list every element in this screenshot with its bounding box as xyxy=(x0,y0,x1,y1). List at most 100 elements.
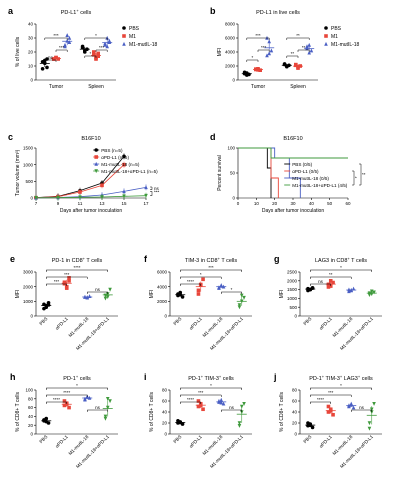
legend-marker xyxy=(94,169,98,174)
data-point xyxy=(96,54,100,58)
data-point xyxy=(305,46,309,51)
significance-label: ns xyxy=(95,405,101,410)
legend-marker xyxy=(94,161,98,166)
x-tick-label: 11 xyxy=(78,201,83,206)
significance-bracket xyxy=(46,269,108,272)
group-label: Spleen xyxy=(290,84,306,90)
panel-letter-e: e xyxy=(10,254,15,264)
data-point xyxy=(310,425,315,430)
data-point xyxy=(67,405,71,410)
y-tick-label: 40 xyxy=(28,414,34,419)
significance-bracket xyxy=(180,401,201,404)
panel-title-d: B16F10 xyxy=(283,136,302,142)
data-point xyxy=(67,276,71,280)
y-tick-label: 6000 xyxy=(157,270,168,275)
y-tick-label: 1000 xyxy=(23,299,34,304)
data-point xyxy=(265,53,269,58)
x-axis-label: Days after tumor inoculation xyxy=(262,208,324,214)
significance-bracket xyxy=(246,37,270,40)
data-point xyxy=(42,302,46,307)
data-point xyxy=(67,35,72,40)
data-point xyxy=(103,414,108,419)
significance-label: **** xyxy=(53,397,60,402)
data-point xyxy=(122,154,126,159)
data-point xyxy=(326,282,331,287)
significance-label: ** xyxy=(291,51,295,56)
significance-label: ns xyxy=(154,186,160,191)
y-tick-label: 0 xyxy=(164,432,167,437)
category-label: PBS xyxy=(38,316,48,326)
y-tick-label: 2000 xyxy=(225,64,236,69)
data-point xyxy=(80,44,85,49)
legend-marker xyxy=(324,41,328,46)
data-point xyxy=(267,39,271,44)
category-label: αPD-L1 xyxy=(188,316,203,331)
data-point xyxy=(34,196,38,200)
y-tick-label: 40 xyxy=(28,22,34,27)
legend-label: PBS (n=5) xyxy=(101,148,123,153)
data-point xyxy=(201,277,205,282)
data-point xyxy=(180,295,185,299)
data-point xyxy=(372,401,376,406)
data-point xyxy=(326,410,331,414)
legend-marker xyxy=(94,148,98,152)
series-line xyxy=(35,195,147,199)
y-tick-label: 80 xyxy=(162,388,168,393)
significance-label: *** xyxy=(59,45,65,50)
data-point xyxy=(307,42,311,47)
significance-label: ns xyxy=(229,405,235,410)
data-point xyxy=(103,296,108,301)
data-point xyxy=(196,292,201,296)
significance-bracket xyxy=(180,387,242,390)
data-point xyxy=(56,57,60,61)
significance-bracket xyxy=(180,276,222,279)
y-axis-label: MFI xyxy=(15,290,21,299)
panel-title-g: LAG3 in CD8+ T cells xyxy=(315,256,367,265)
panel-letter-f: f xyxy=(144,254,148,264)
y-tick-label: 20 xyxy=(292,421,298,426)
data-point xyxy=(217,398,221,403)
y-tick-label: 1500 xyxy=(287,287,298,292)
y-tick-label: 40 xyxy=(292,410,298,415)
data-point xyxy=(67,279,71,283)
data-point xyxy=(105,44,109,49)
significance-label: *** xyxy=(208,265,214,270)
significance-bracket xyxy=(351,409,372,412)
y-tick-label: 1000 xyxy=(287,296,298,301)
significance-bracket xyxy=(55,49,68,52)
y-axis-label: % of CD8+ T cells xyxy=(279,392,285,432)
data-point xyxy=(349,402,354,407)
data-point xyxy=(64,402,69,406)
y-tick-label: 60 xyxy=(292,399,298,404)
y-tick-label: 0 xyxy=(294,314,297,319)
panel-letter-b: b xyxy=(210,6,216,16)
data-point xyxy=(331,280,335,285)
panel-letter-d: d xyxy=(210,132,216,142)
data-point xyxy=(331,412,335,417)
significance-label: ** xyxy=(302,45,306,50)
significance-label: ** xyxy=(296,33,300,38)
data-point xyxy=(219,397,224,402)
significance-label: *** xyxy=(54,279,60,284)
data-point xyxy=(310,286,315,290)
significance-bracket xyxy=(84,37,108,40)
y-tick-label: 100 xyxy=(25,388,33,393)
data-point xyxy=(44,305,49,310)
data-point xyxy=(326,285,331,289)
panel-letter-c: c xyxy=(8,132,13,142)
y-tick-label: 0 xyxy=(294,432,297,437)
significance-label: *** xyxy=(255,33,261,38)
category-label: PBS xyxy=(38,434,48,444)
data-point xyxy=(108,399,112,404)
data-point xyxy=(369,407,374,412)
significance-bracket xyxy=(310,283,331,286)
legend-label: M1-mutIL-18+αPD-L1 (n=5) xyxy=(101,169,158,174)
significance-bracket xyxy=(150,191,153,196)
significance-bracket xyxy=(310,394,352,397)
y-tick-label: 0 xyxy=(232,78,235,83)
x-tick-label: 9 xyxy=(57,201,60,206)
data-point xyxy=(237,421,242,426)
data-point xyxy=(367,426,372,431)
